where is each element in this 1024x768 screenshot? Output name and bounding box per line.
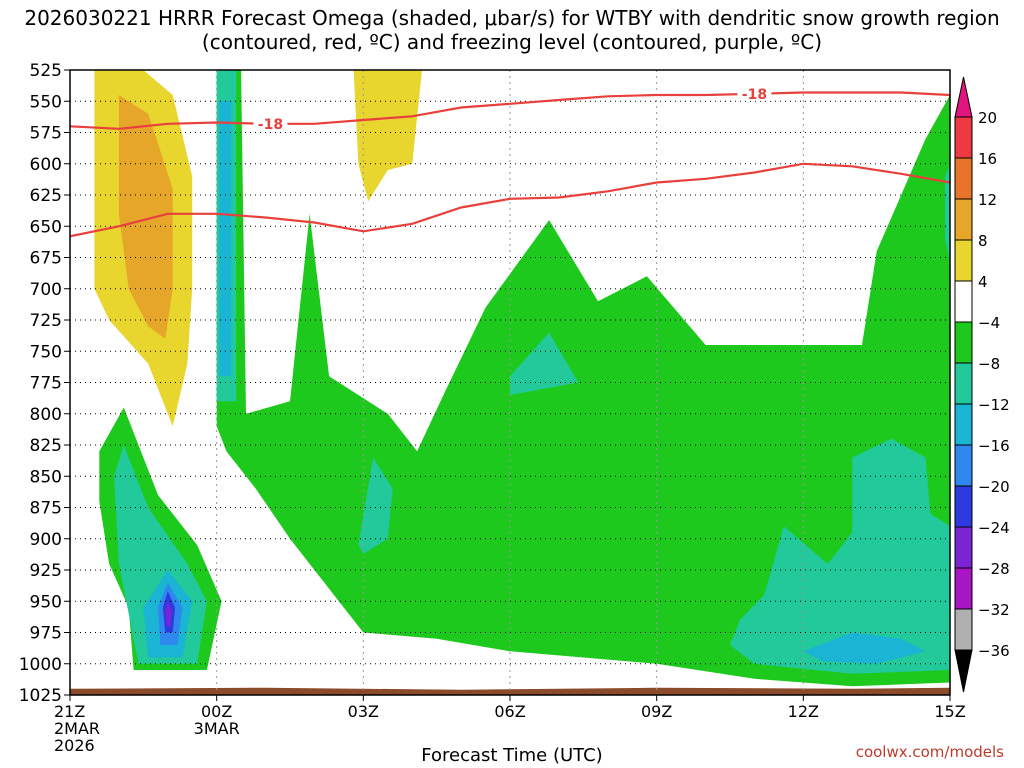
y-tick-label: 825	[30, 436, 62, 456]
x-tick-label: 15Z	[934, 702, 965, 721]
colorbar-label: −8	[978, 355, 1000, 373]
y-tick-label: 525	[30, 61, 62, 81]
colorbar-label: −28	[978, 560, 1010, 578]
y-tick-label: 650	[30, 217, 62, 237]
contour-label-bg	[737, 85, 772, 101]
watermark: coolwx.com/models	[855, 743, 1004, 761]
y-tick-label: 700	[30, 280, 62, 300]
dendritic-upper-contour	[70, 91, 950, 130]
colorbar-swatch	[954, 321, 973, 364]
colorbar-swatch	[954, 444, 973, 487]
omega-region-sinking-yellow-03z	[353, 70, 422, 202]
colorbar-label: 8	[978, 232, 988, 250]
y-tick-label: 1025	[19, 686, 62, 706]
y-tick-label: 800	[30, 405, 62, 425]
x-tick-label: 2026	[54, 736, 95, 755]
colorbar-label: −36	[978, 642, 1010, 660]
colorbar-swatch	[954, 485, 973, 528]
chart-title: 2026030221 HRRR Forecast Omega (shaded, …	[24, 6, 1000, 54]
y-tick-label: 575	[30, 124, 62, 144]
x-tick-label: 2MAR	[54, 719, 100, 738]
x-tick-label: 21Z	[54, 702, 85, 721]
omega-region-rising-green-main	[216, 70, 950, 687]
colorbar-swatch	[954, 526, 973, 569]
colorbar-label: 16	[978, 150, 997, 168]
omega-region-sinking-orange-left	[118, 95, 173, 339]
y-tick-label: 900	[30, 530, 62, 550]
y-tick-label: 750	[30, 342, 62, 362]
omega-region-rising-teal-edge-right	[945, 163, 950, 264]
contour-label: -18	[258, 117, 283, 133]
colorbar-swatch	[954, 362, 973, 405]
colorbar-label: −32	[978, 601, 1010, 619]
y-tick-label: 725	[30, 311, 62, 331]
y-tick-label: 600	[30, 155, 62, 175]
y-tick-label: 625	[30, 186, 62, 206]
ground-surface	[70, 687, 950, 695]
colorbar-swatch	[954, 198, 973, 241]
y-tick-label: 875	[30, 499, 62, 519]
dendritic-lower-contour	[70, 162, 950, 238]
colorbar-swatch	[954, 116, 973, 159]
contour-label-bg	[253, 115, 288, 131]
x-tick-label: 09Z	[641, 702, 672, 721]
colorbar-label: −20	[978, 478, 1010, 496]
x-tick-label: 00Z	[201, 702, 232, 721]
omega-region-rising-cyan-right	[803, 632, 926, 664]
y-tick-label: 1000	[19, 655, 62, 675]
omega-region-rising-purple-core	[165, 601, 172, 627]
colorbar-label: −12	[978, 396, 1010, 414]
y-tick-label: 775	[30, 374, 62, 394]
colorbar-label: 12	[978, 191, 997, 209]
y-tick-label: 550	[30, 92, 62, 112]
omega-region-rising-cyan-column	[219, 101, 232, 377]
colorbar-label: 20	[978, 109, 997, 127]
y-tick-label: 950	[30, 592, 62, 612]
colorbar-label: −16	[978, 437, 1010, 455]
colorbar-swatch	[954, 567, 973, 610]
colorbar-swatch	[954, 239, 973, 282]
colorbar-label: −24	[978, 519, 1010, 537]
x-axis-label: Forecast Time (UTC)	[421, 745, 603, 766]
y-tick-label: 925	[30, 561, 62, 581]
y-tick-label: 675	[30, 249, 62, 269]
y-tick-label: 975	[30, 624, 62, 644]
colorbar-label: −4	[978, 314, 1000, 332]
contour-label: -18	[742, 87, 767, 103]
x-tick-label: 03Z	[348, 702, 379, 721]
omega-region-rising-teal-06z	[510, 332, 579, 395]
colorbar-top-arrow	[954, 76, 973, 118]
colorbar-swatch	[954, 608, 973, 651]
colorbar-label: 4	[978, 273, 988, 291]
x-tick-label: 3MAR	[194, 719, 240, 738]
colorbar-swatch	[954, 280, 973, 323]
x-tick-label: 06Z	[494, 702, 525, 721]
x-tick-label: 12Z	[788, 702, 819, 721]
colorbar-swatch	[954, 403, 973, 446]
colorbar-bottom-arrow	[954, 649, 973, 693]
omega-region-rising-teal-right	[730, 438, 950, 674]
y-tick-label: 850	[30, 467, 62, 487]
omega-region-rising-teal-03z	[358, 457, 393, 554]
colorbar-swatch	[954, 157, 973, 200]
